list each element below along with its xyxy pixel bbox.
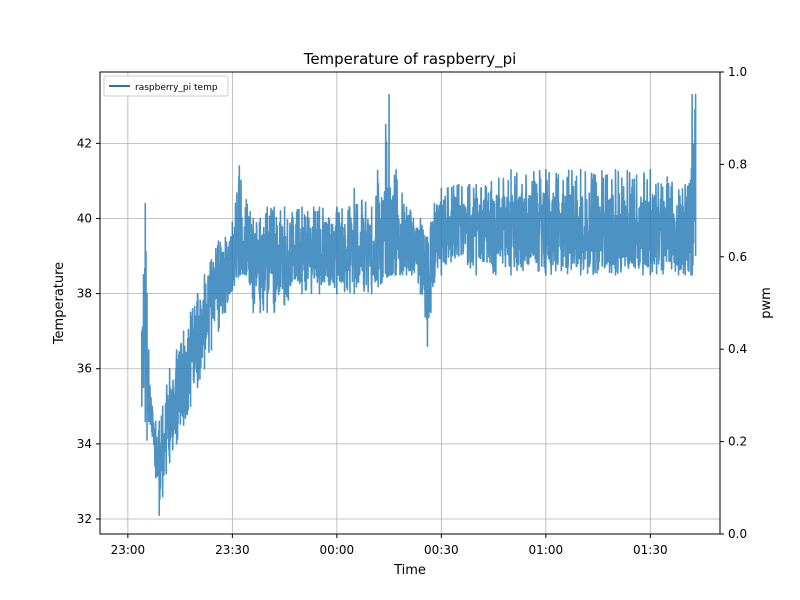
series-line-raspberry-pi-temp [141, 93, 697, 517]
legend-box [103, 75, 229, 97]
y-axis-ticks: 32 34 36 38 40 42 [77, 136, 100, 526]
x-tick-label: 01:30 [633, 543, 668, 557]
y2-tick-label: 1.0 [728, 65, 747, 79]
y2-tick-label: 0.4 [728, 342, 747, 356]
y-tick-label: 34 [77, 437, 92, 451]
y-tick-label: 40 [77, 211, 92, 225]
plot-frame [99, 71, 721, 535]
y2-axis-ticks: 0.0 0.2 0.4 0.6 0.8 1.0 [720, 65, 747, 541]
y2-tick-label: 0.8 [728, 157, 747, 171]
y2-tick-label: 0.0 [728, 527, 747, 541]
chart-title: Temperature of raspberry_pi [303, 50, 517, 69]
y2-tick-label: 0.2 [728, 435, 747, 449]
y-tick-label: 32 [77, 512, 92, 526]
x-tick-label: 01:00 [529, 543, 564, 557]
y2-axis-label: pwm [759, 287, 774, 319]
y-tick-label: 38 [77, 287, 92, 301]
x-tick-label: 00:00 [320, 543, 355, 557]
x-tick-label: 23:00 [111, 543, 146, 557]
x-axis-label: Time [393, 563, 426, 578]
y2-tick-label: 0.6 [728, 250, 747, 264]
y-axis-label: Temperature [52, 262, 67, 345]
y-tick-label: 36 [77, 362, 92, 376]
x-axis-ticks: 23:00 23:30 00:00 00:30 01:00 01:30 [111, 534, 668, 557]
x-tick-label: 23:30 [215, 543, 250, 557]
y-tick-label: 42 [77, 136, 92, 150]
x-tick-label: 00:30 [424, 543, 459, 557]
series-layer [141, 93, 697, 517]
legend-label: raspberry_pi temp [135, 83, 218, 93]
grid-lines [100, 72, 720, 534]
legend: raspberry_pi temp [103, 75, 229, 97]
